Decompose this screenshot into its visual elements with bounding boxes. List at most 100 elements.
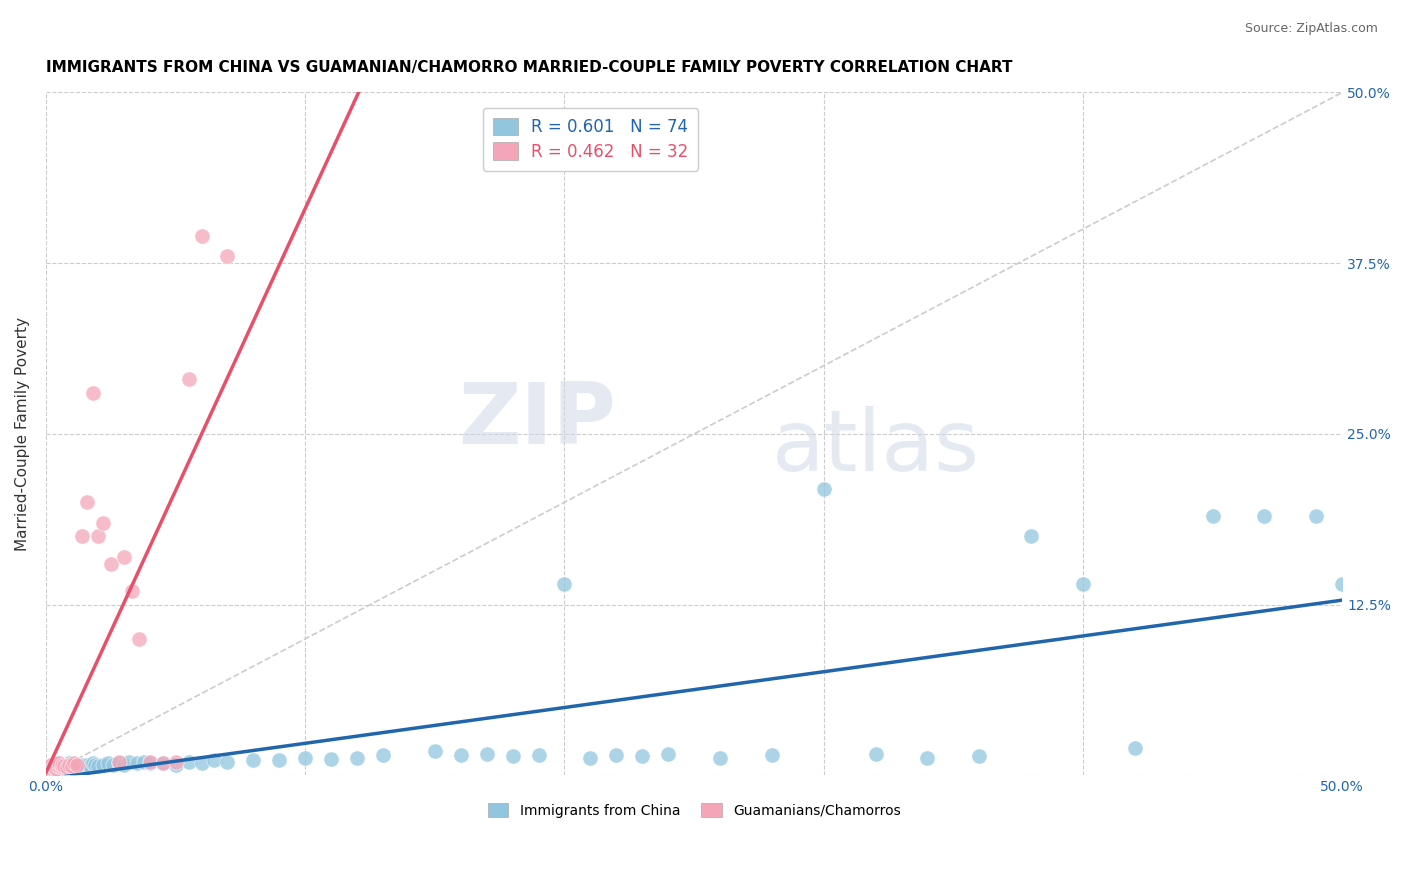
Point [51, 760, 73, 774]
Point [177, 372, 200, 386]
Point [1331, 577, 1354, 591]
Point [217, 755, 239, 769]
Point [42, 763, 65, 777]
Point [204, 754, 226, 768]
Point [134, 755, 156, 769]
Point [217, 249, 239, 263]
Point [177, 755, 200, 769]
Point [51, 762, 73, 776]
Point [45, 757, 67, 772]
Point [527, 747, 550, 762]
Point [58, 757, 80, 772]
Point [72, 757, 94, 772]
Text: Source: ZipAtlas.com: Source: ZipAtlas.com [1244, 22, 1378, 36]
Point [87, 529, 110, 543]
Point [66, 760, 89, 774]
Text: atlas: atlas [772, 406, 980, 489]
Point [1253, 508, 1275, 523]
Point [53, 757, 76, 772]
Point [190, 228, 212, 243]
Point [55, 759, 77, 773]
Point [38, 760, 60, 774]
Point [100, 557, 122, 571]
Point [63, 762, 86, 776]
Point [63, 756, 86, 771]
Point [969, 749, 991, 764]
Point [107, 756, 129, 771]
Point [87, 759, 110, 773]
Point [709, 750, 731, 764]
Point [38, 762, 60, 776]
Point [761, 747, 783, 762]
Point [1123, 741, 1146, 756]
Point [553, 577, 575, 591]
Point [69, 759, 91, 773]
Point [45, 757, 67, 772]
Point [165, 757, 187, 772]
Point [53, 760, 76, 774]
Point [269, 754, 291, 768]
Point [60, 759, 83, 773]
Point [60, 757, 83, 772]
Point [1071, 577, 1094, 591]
Point [475, 747, 498, 761]
Point [55, 760, 77, 774]
Point [72, 529, 94, 543]
Point [190, 756, 212, 771]
Point [45, 762, 67, 776]
Text: ZIP: ZIP [458, 379, 616, 462]
Point [55, 762, 77, 776]
Point [51, 757, 73, 772]
Point [51, 759, 73, 773]
Point [423, 744, 446, 758]
Point [82, 386, 104, 401]
Point [242, 754, 264, 768]
Point [138, 755, 160, 769]
Point [39, 757, 62, 772]
Point [42, 759, 65, 773]
Point [39, 757, 62, 772]
Point [66, 757, 89, 772]
Point [502, 749, 524, 764]
Point [450, 747, 472, 762]
Point [63, 759, 86, 773]
Point [118, 755, 141, 769]
Point [73, 760, 96, 774]
Point [58, 756, 80, 771]
Point [42, 759, 65, 773]
Point [107, 755, 129, 769]
Title: IMMIGRANTS FROM CHINA VS GUAMANIAN/CHAMORRO MARRIED-COUPLE FAMILY POVERTY CORREL: IMMIGRANTS FROM CHINA VS GUAMANIAN/CHAMO… [46, 60, 1012, 75]
Point [42, 760, 65, 774]
Point [579, 750, 602, 764]
Point [152, 756, 174, 771]
Point [917, 750, 939, 764]
Point [112, 757, 135, 772]
Point [48, 756, 70, 771]
Point [1305, 508, 1327, 523]
Legend: Immigrants from China, Guamanians/Chamorros: Immigrants from China, Guamanians/Chamor… [482, 797, 905, 823]
Point [128, 632, 150, 646]
Point [79, 759, 101, 773]
Point [138, 756, 160, 771]
Point [112, 549, 135, 564]
Point [103, 757, 125, 772]
Point [321, 752, 343, 766]
Point [91, 516, 114, 530]
Point [53, 759, 76, 773]
Point [76, 495, 98, 509]
Point [1201, 508, 1223, 523]
Point [371, 747, 394, 762]
Point [631, 749, 654, 764]
Point [813, 482, 835, 496]
Point [48, 756, 70, 771]
Point [294, 750, 316, 764]
Y-axis label: Married-Couple Family Poverty: Married-Couple Family Poverty [15, 317, 30, 551]
Point [865, 747, 887, 761]
Point [39, 760, 62, 774]
Point [48, 760, 70, 774]
Point [121, 584, 143, 599]
Point [84, 757, 107, 772]
Point [60, 760, 83, 774]
Point [152, 756, 174, 771]
Point [125, 756, 148, 771]
